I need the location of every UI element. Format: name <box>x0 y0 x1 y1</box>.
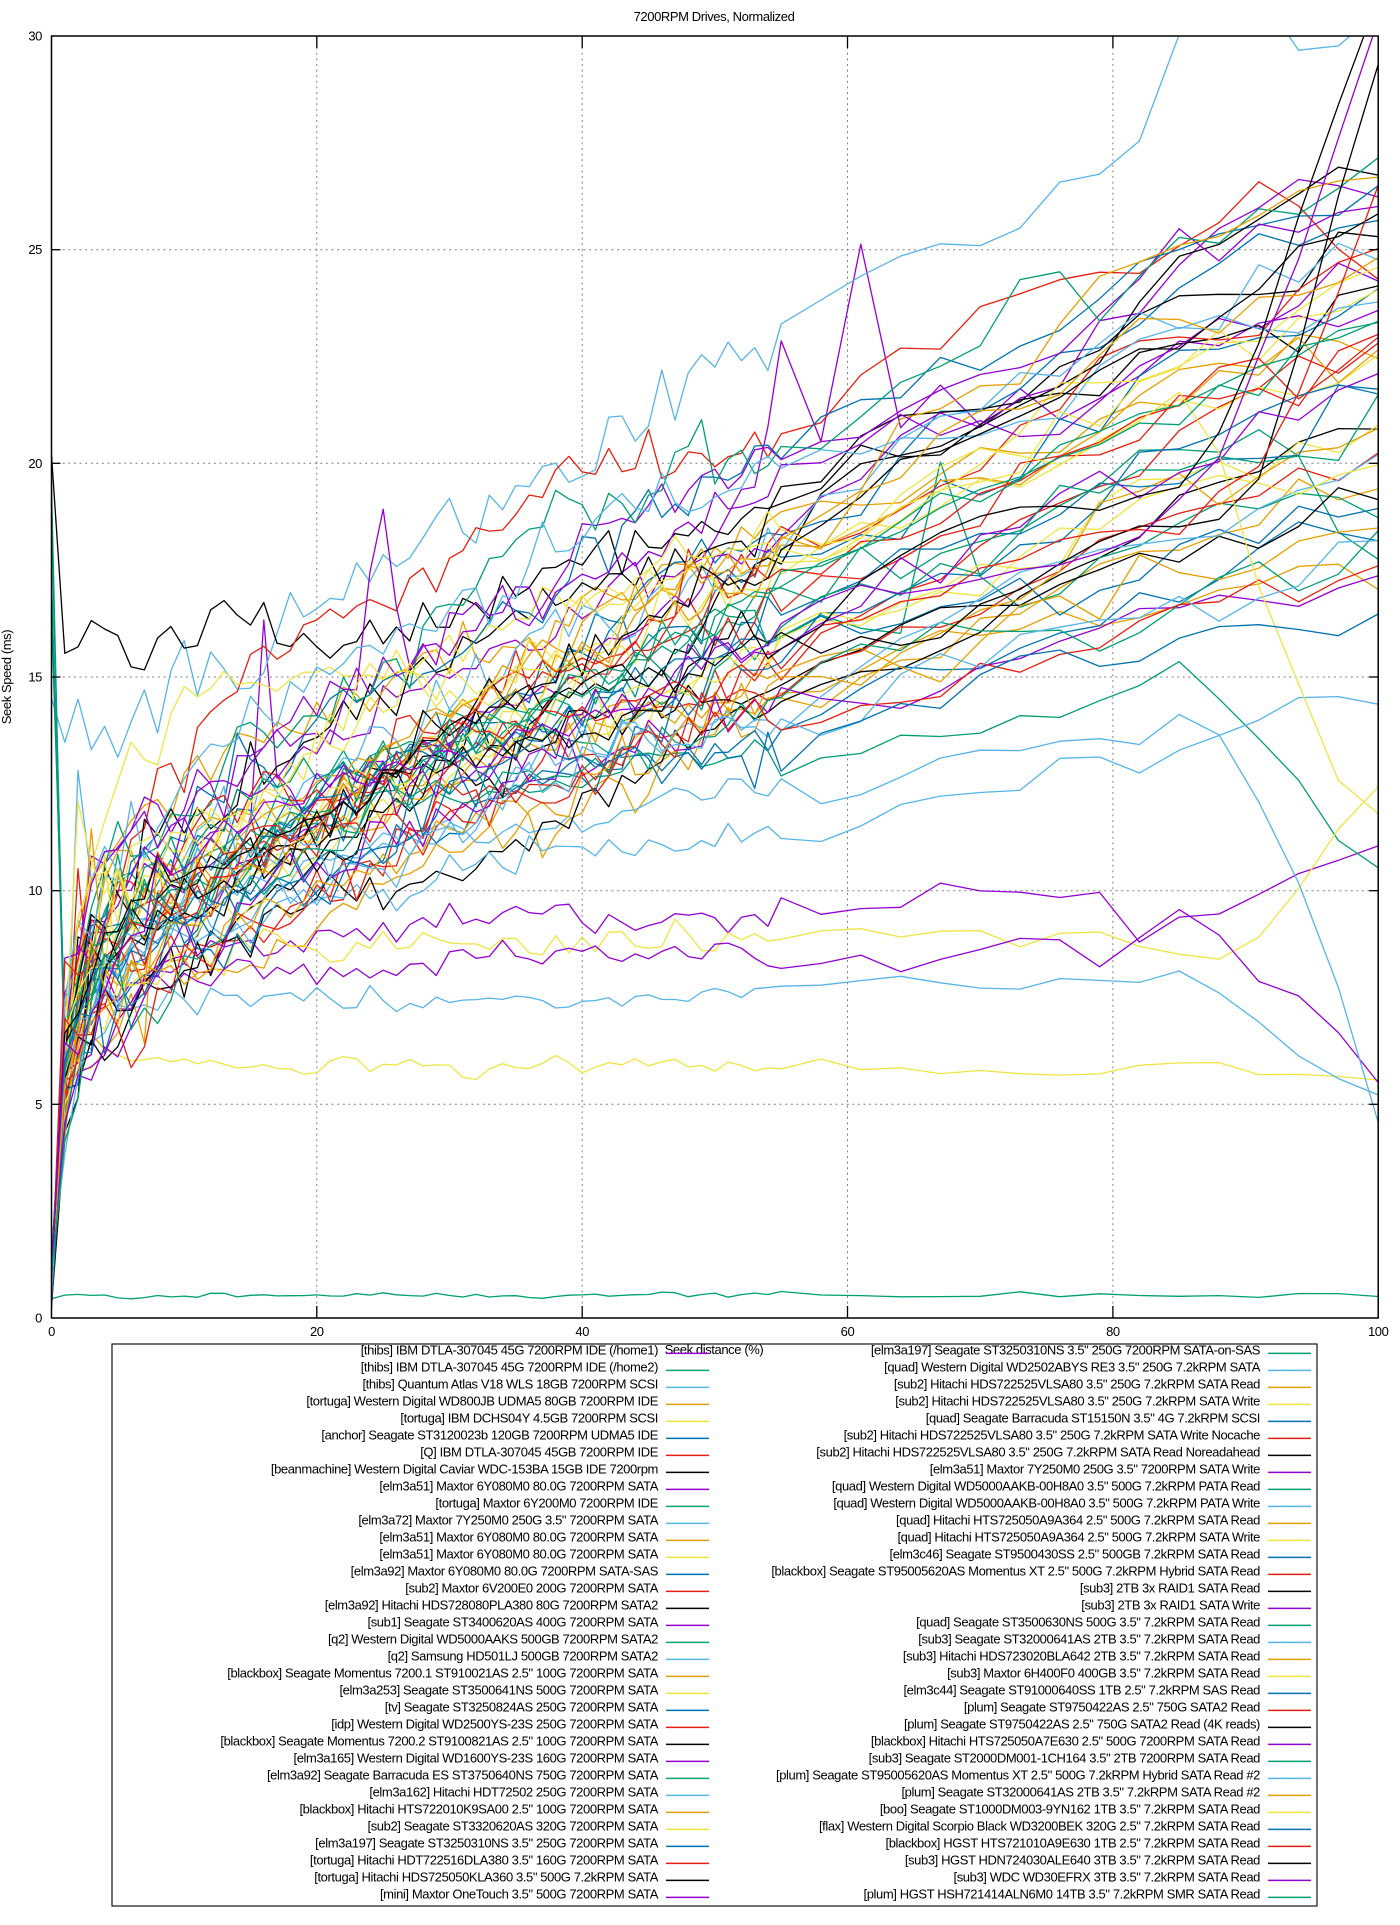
svg-text:15: 15 <box>28 670 42 685</box>
svg-text:[sub3] HGST HDN724030ALE640 3T: [sub3] HGST HDN724030ALE640 3TB 3.5" 7.2… <box>905 1852 1260 1867</box>
svg-text:[tortuga] Maxtor 6Y200M0 7200R: [tortuga] Maxtor 6Y200M0 7200RPM IDE <box>435 1495 658 1510</box>
svg-text:[blackbox] HGST HTS721010A9E63: [blackbox] HGST HTS721010A9E630 1TB 2.5"… <box>885 1835 1260 1850</box>
svg-text:[Q] IBM DTLA-307045 45GB 7200R: [Q] IBM DTLA-307045 45GB 7200RPM IDE <box>420 1444 658 1459</box>
svg-text:60: 60 <box>841 1324 855 1339</box>
svg-text:[elm3a51] Maxtor 7Y250M0 250G: [elm3a51] Maxtor 7Y250M0 250G 3.5" 7200R… <box>930 1461 1260 1476</box>
svg-text:[sub3] 2TB 3x RAID1 SATA Read: [sub3] 2TB 3x RAID1 SATA Read <box>1080 1580 1260 1595</box>
svg-text:[sub2] Seagate ST3320620AS 320: [sub2] Seagate ST3320620AS 320G 7200RPM … <box>367 1818 658 1833</box>
svg-text:Seek Speed (ms): Seek Speed (ms) <box>0 630 14 725</box>
svg-text:[thibs] Quantum Atlas V18 WLS: [thibs] Quantum Atlas V18 WLS 18GB 7200R… <box>362 1376 658 1391</box>
svg-text:[tortuga] IBM DCHS04Y 4.5GB 72: [tortuga] IBM DCHS04Y 4.5GB 7200RPM SCSI <box>400 1410 658 1425</box>
svg-text:30: 30 <box>28 29 42 44</box>
svg-text:[sub2] Hitachi HDS722525VLSA80: [sub2] Hitachi HDS722525VLSA80 3.5" 250G… <box>844 1427 1261 1442</box>
svg-text:[plum] Seagate ST32000641AS 2T: [plum] Seagate ST32000641AS 2TB 3.5" 7.2… <box>901 1784 1260 1799</box>
svg-text:[elm3a197] Seagate ST3250310NS: [elm3a197] Seagate ST3250310NS 3.5" 250G… <box>871 1342 1261 1357</box>
svg-text:[quad] Western Digital WD5000A: [quad] Western Digital WD5000AAKB-00H8A0… <box>832 1478 1260 1493</box>
svg-text:[idp] Western Digital WD2500YS: [idp] Western Digital WD2500YS-23S 250G … <box>331 1716 658 1731</box>
svg-text:[elm3a51] Maxtor 6Y080M0 80.0G: [elm3a51] Maxtor 6Y080M0 80.0G 7200RPM S… <box>379 1478 658 1493</box>
svg-text:[sub3] WDC WD30EFRX 3TB 3.5" 7: [sub3] WDC WD30EFRX 3TB 3.5" 7.2kRPM SAT… <box>953 1869 1260 1884</box>
svg-text:[mini] Maxtor OneTouch 3.5" 50: [mini] Maxtor OneTouch 3.5" 500G 7200RPM… <box>380 1886 659 1901</box>
svg-text:Seek distance (%): Seek distance (%) <box>665 1342 764 1357</box>
svg-text:80: 80 <box>1106 1324 1120 1339</box>
svg-text:20: 20 <box>310 1324 324 1339</box>
svg-text:[elm3a51] Maxtor 6Y080M0 80.0G: [elm3a51] Maxtor 6Y080M0 80.0G 7200RPM S… <box>379 1529 658 1544</box>
svg-text:[sub3] Seagate ST2000DM001-1CH: [sub3] Seagate ST2000DM001-1CH164 3.5" 2… <box>869 1750 1260 1765</box>
svg-text:[beanmachine] Western Digital: [beanmachine] Western Digital Caviar WDC… <box>271 1461 658 1476</box>
svg-text:[sub2] Maxtor 6V200E0 200G 720: [sub2] Maxtor 6V200E0 200G 7200RPM SATA <box>405 1580 658 1595</box>
svg-text:[thibs] IBM DTLA-307045 45G 72: [thibs] IBM DTLA-307045 45G 7200RPM IDE … <box>361 1359 658 1374</box>
svg-text:[plum] Seagate ST9750422AS 2.5: [plum] Seagate ST9750422AS 2.5" 750G SAT… <box>904 1716 1260 1731</box>
svg-text:[sub2] Hitachi HDS722525VLSA80: [sub2] Hitachi HDS722525VLSA80 3.5" 250G… <box>894 1376 1260 1391</box>
svg-text:[quad] Western Digital WD2502A: [quad] Western Digital WD2502ABYS RE3 3.… <box>884 1359 1261 1374</box>
svg-text:100: 100 <box>1368 1324 1389 1339</box>
svg-text:[plum] Seagate ST95005620AS Mo: [plum] Seagate ST95005620AS Momentus XT … <box>776 1767 1260 1782</box>
svg-text:[quad] Western Digital WD5000A: [quad] Western Digital WD5000AAKB-00H8A0… <box>833 1495 1260 1510</box>
svg-text:[elm3a162] Hitachi HDT72502 25: [elm3a162] Hitachi HDT72502 250G 7200RPM… <box>369 1784 658 1799</box>
svg-text:[tortuga] Hitachi HDS725050KLA: [tortuga] Hitachi HDS725050KLA360 3.5" 5… <box>314 1869 658 1884</box>
svg-text:[flax] Western Digital Scorpio: [flax] Western Digital Scorpio Black WD3… <box>819 1818 1260 1833</box>
svg-text:[boo] Seagate ST1000DM003-9YN1: [boo] Seagate ST1000DM003-9YN162 1TB 3.5… <box>880 1801 1260 1816</box>
svg-text:[elm3a92] Seagate Barracuda ES: [elm3a92] Seagate Barracuda ES ST3750640… <box>267 1767 659 1782</box>
svg-text:[elm3a253] Seagate ST3500641NS: [elm3a253] Seagate ST3500641NS 500G 7200… <box>339 1682 658 1697</box>
svg-text:[plum] HGST HSH721414ALN6M0 14: [plum] HGST HSH721414ALN6M0 14TB 3.5" 7.… <box>864 1886 1261 1901</box>
svg-text:[blackbox] Seagate Momentus 72: [blackbox] Seagate Momentus 7200.2 ST910… <box>220 1733 658 1748</box>
svg-text:[sub3] Hitachi HDS723020BLA642: [sub3] Hitachi HDS723020BLA642 2TB 3.5" … <box>903 1648 1260 1663</box>
svg-text:[sub1] Seagate ST3400620AS 400: [sub1] Seagate ST3400620AS 400G 7200RPM … <box>367 1614 658 1629</box>
svg-text:[blackbox] Seagate Momentus 72: [blackbox] Seagate Momentus 7200.1 ST910… <box>227 1665 658 1680</box>
svg-text:[sub2] Hitachi HDS722525VLSA80: [sub2] Hitachi HDS722525VLSA80 3.5" 250G… <box>895 1393 1260 1408</box>
svg-text:[tortuga] Hitachi HDT722516DLA: [tortuga] Hitachi HDT722516DLA380 3.5" 1… <box>310 1852 659 1867</box>
svg-text:10: 10 <box>28 883 42 898</box>
svg-text:[elm3a72] Maxtor 7Y250M0 250G: [elm3a72] Maxtor 7Y250M0 250G 3.5" 7200R… <box>358 1512 658 1527</box>
svg-text:0: 0 <box>48 1324 55 1339</box>
svg-text:7200RPM Drives, Normalized: 7200RPM Drives, Normalized <box>634 9 795 24</box>
svg-text:[q2] Western Digital WD5000AAK: [q2] Western Digital WD5000AAKS 500GB 72… <box>328 1631 658 1646</box>
svg-text:[elm3a92] Maxtor 6Y080M0 80.0G: [elm3a92] Maxtor 6Y080M0 80.0G 7200RPM S… <box>351 1563 659 1578</box>
svg-text:20: 20 <box>28 456 42 471</box>
svg-text:[blackbox] Seagate ST95005620A: [blackbox] Seagate ST95005620AS Momentus… <box>771 1563 1260 1578</box>
svg-text:[thibs] IBM DTLA-307045 45G 72: [thibs] IBM DTLA-307045 45G 7200RPM IDE … <box>361 1342 658 1357</box>
svg-text:[elm3a92] Hitachi HDS728080PLA: [elm3a92] Hitachi HDS728080PLA380 80G 72… <box>325 1597 658 1612</box>
svg-text:0: 0 <box>35 1311 42 1326</box>
svg-text:[elm3c46] Seagate ST9500430SS: [elm3c46] Seagate ST9500430SS 2.5" 500GB… <box>890 1546 1261 1561</box>
svg-text:[quad] Seagate Barracuda ST151: [quad] Seagate Barracuda ST15150N 3.5" 4… <box>926 1410 1260 1425</box>
svg-text:[quad] Hitachi HTS725050A9A364: [quad] Hitachi HTS725050A9A364 2.5" 500G… <box>897 1529 1260 1544</box>
svg-text:[elm3a197] Seagate ST3250310NS: [elm3a197] Seagate ST3250310NS 3.5" 250G… <box>315 1835 659 1850</box>
svg-text:[tv] Seagate ST3250824AS 250G: [tv] Seagate ST3250824AS 250G 7200RPM SA… <box>385 1699 659 1714</box>
svg-text:[blackbox] Hitachi HTS722010K9: [blackbox] Hitachi HTS722010K9SA00 2.5" … <box>299 1801 658 1816</box>
svg-text:[blackbox] Hitachi HTS725050A7: [blackbox] Hitachi HTS725050A7E630 2.5" … <box>871 1733 1260 1748</box>
svg-text:[sub2] Hitachi HDS722525VLSA80: [sub2] Hitachi HDS722525VLSA80 3.5" 250G… <box>816 1444 1260 1459</box>
svg-text:[q2] Samsung HD501LJ 500GB 720: [q2] Samsung HD501LJ 500GB 7200RPM SATA2 <box>388 1648 659 1663</box>
svg-text:[elm3c44] Seagate ST91000640SS: [elm3c44] Seagate ST91000640SS 1TB 2.5" … <box>903 1682 1260 1697</box>
svg-text:[plum] Seagate ST9750422AS 2.5: [plum] Seagate ST9750422AS 2.5" 750G SAT… <box>964 1699 1260 1714</box>
svg-text:40: 40 <box>575 1324 589 1339</box>
svg-text:[elm3a165] Western Digital WD1: [elm3a165] Western Digital WD1600YS-23S … <box>294 1750 659 1765</box>
svg-text:[sub3] Seagate ST32000641AS 2T: [sub3] Seagate ST32000641AS 2TB 3.5" 7.2… <box>918 1631 1260 1646</box>
svg-text:5: 5 <box>35 1097 42 1112</box>
svg-text:[quad] Seagate ST3500630NS 500: [quad] Seagate ST3500630NS 500G 3.5" 7.2… <box>916 1614 1260 1629</box>
svg-text:[quad] Hitachi HTS725050A9A364: [quad] Hitachi HTS725050A9A364 2.5" 500G… <box>896 1512 1260 1527</box>
svg-text:25: 25 <box>28 242 42 257</box>
svg-text:[anchor] Seagate ST3120023b 12: [anchor] Seagate ST3120023b 120GB 7200RP… <box>321 1427 658 1442</box>
svg-text:[tortuga] Western Digital WD80: [tortuga] Western Digital WD800JB UDMA5 … <box>306 1393 658 1408</box>
svg-text:[sub3] 2TB 3x RAID1 SATA Write: [sub3] 2TB 3x RAID1 SATA Write <box>1081 1597 1260 1612</box>
svg-text:[sub3] Maxtor 6H400F0 400GB 3.: [sub3] Maxtor 6H400F0 400GB 3.5" 7.2kRPM… <box>947 1665 1260 1680</box>
svg-text:[elm3a51] Maxtor 6Y080M0 80.0G: [elm3a51] Maxtor 6Y080M0 80.0G 7200RPM S… <box>379 1546 658 1561</box>
